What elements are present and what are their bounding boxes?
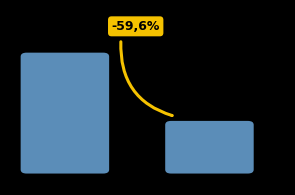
FancyBboxPatch shape <box>21 53 109 174</box>
FancyBboxPatch shape <box>165 121 254 174</box>
FancyArrowPatch shape <box>121 42 172 116</box>
Text: -59,6%: -59,6% <box>112 20 160 33</box>
